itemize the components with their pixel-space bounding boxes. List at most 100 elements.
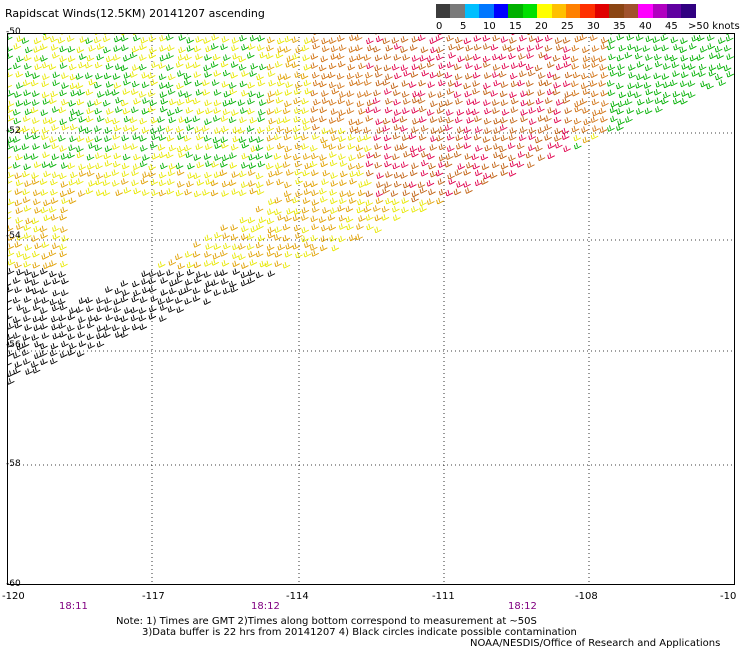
wind-barb xyxy=(473,44,482,51)
wind-barb xyxy=(319,154,327,161)
wind-barb xyxy=(363,79,372,86)
wind-barb xyxy=(22,115,31,122)
wind-barb xyxy=(168,116,177,124)
wind-barb xyxy=(32,90,40,97)
wind-barb xyxy=(186,45,195,52)
wind-barb xyxy=(554,37,563,44)
wind-barb xyxy=(555,63,564,71)
wind-barb xyxy=(570,55,579,63)
wind-barb xyxy=(310,234,319,242)
wind-barb xyxy=(50,197,59,204)
wind-barb xyxy=(32,72,40,79)
wind-barb xyxy=(232,260,240,268)
wind-barb xyxy=(276,37,285,45)
wind-barb xyxy=(283,73,291,80)
time-label-1: 18:11 xyxy=(59,601,88,612)
wind-barb xyxy=(204,143,213,151)
wind-barb xyxy=(645,35,654,43)
wind-barb xyxy=(40,323,48,330)
lon-label-111: -111 xyxy=(432,591,455,602)
wind-barb xyxy=(213,107,222,114)
wind-barb xyxy=(43,170,51,178)
wind-barb xyxy=(23,296,32,303)
wind-barb xyxy=(285,81,293,88)
wind-barb xyxy=(627,82,636,90)
wind-barb xyxy=(421,151,429,158)
wind-barb xyxy=(420,125,429,132)
wind-barb xyxy=(105,286,113,293)
wind-barb xyxy=(564,107,573,114)
plot-frame xyxy=(7,33,735,585)
wind-barb xyxy=(148,270,157,277)
wind-barb xyxy=(104,297,112,304)
wind-barb xyxy=(7,323,15,330)
wind-barb xyxy=(463,37,472,45)
wind-barb xyxy=(23,205,32,212)
wind-barb xyxy=(310,145,318,152)
wind-barb xyxy=(320,196,328,203)
wind-barb xyxy=(336,53,345,60)
wind-barb xyxy=(726,70,734,78)
wind-barb xyxy=(390,82,399,90)
wind-barb xyxy=(40,55,48,62)
wind-barb xyxy=(277,214,285,221)
wind-barb xyxy=(472,80,480,87)
wind-barb xyxy=(268,170,276,178)
wind-barb xyxy=(184,144,192,152)
wind-barb xyxy=(31,172,39,179)
wind-barb xyxy=(321,90,329,97)
wind-barb xyxy=(247,216,256,224)
wind-barb xyxy=(466,98,475,106)
wind-barb xyxy=(141,189,150,196)
wind-barb xyxy=(60,260,68,268)
wind-barb xyxy=(223,90,232,98)
wind-barb xyxy=(68,144,76,152)
wind-barb xyxy=(347,190,355,197)
wind-barb xyxy=(292,125,301,133)
wind-barb xyxy=(349,55,357,63)
wind-barb xyxy=(142,97,150,104)
wind-barb xyxy=(625,116,633,123)
wind-barb xyxy=(301,235,309,243)
wind-barb xyxy=(411,206,419,213)
wind-barb xyxy=(473,35,482,42)
wind-barb xyxy=(339,179,347,187)
wind-barb xyxy=(571,45,580,52)
wind-barb xyxy=(661,44,669,52)
wind-barb xyxy=(274,208,282,216)
wind-barb xyxy=(186,261,195,269)
wind-barb xyxy=(572,71,581,79)
wind-barb xyxy=(330,53,339,60)
wind-barb xyxy=(516,161,525,168)
wind-barb xyxy=(517,151,526,158)
wind-barb xyxy=(338,235,346,243)
wind-barb xyxy=(141,270,150,278)
wind-barb xyxy=(707,43,716,50)
wind-barb xyxy=(301,134,309,141)
wind-barb xyxy=(320,55,329,63)
wind-barb xyxy=(655,106,663,113)
wind-barb xyxy=(510,72,518,80)
wind-barb xyxy=(446,88,455,95)
wind-barb xyxy=(355,72,363,79)
wind-barb xyxy=(355,233,363,241)
wind-barb xyxy=(175,162,184,170)
wind-barb xyxy=(509,91,517,99)
wind-barb xyxy=(166,269,174,276)
wind-barb xyxy=(402,181,411,189)
wind-barb xyxy=(59,190,68,198)
wind-barb xyxy=(644,107,653,115)
wind-barb xyxy=(133,289,141,297)
wind-barb xyxy=(140,145,148,152)
wind-barb xyxy=(385,197,393,205)
color-swatch xyxy=(565,4,581,18)
wind-barb xyxy=(249,187,258,195)
wind-barb xyxy=(600,90,609,97)
wind-barb xyxy=(192,115,201,123)
wind-barb xyxy=(590,133,599,140)
wind-barb xyxy=(492,71,500,78)
wind-barb xyxy=(12,162,21,169)
wind-barb xyxy=(246,52,255,59)
wind-barb xyxy=(202,89,210,96)
wind-barb xyxy=(293,224,302,232)
